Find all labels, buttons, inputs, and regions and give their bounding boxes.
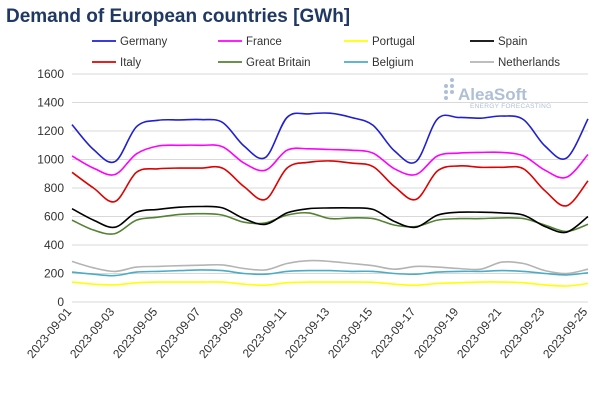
legend-label-france: France [246, 36, 282, 48]
y-tick-label: 200 [44, 267, 64, 281]
series-line-great-britain [71, 211, 589, 235]
legend: Germany France Portugal Spain Italy Great Bri… [92, 36, 560, 69]
legend-label-portugal: Portugal [372, 36, 415, 48]
x-axis-ticks: 2023-09-012023-09-032023-09-052023-09-07… [24, 305, 590, 361]
series-line-italy [71, 160, 589, 207]
chart-title: Demand of European countries [GWh] [6, 6, 350, 27]
series-lines [71, 112, 589, 287]
x-tick-label: 2023-09-25 [540, 305, 590, 361]
legend-label-germany: Germany [120, 36, 168, 48]
logo-dots-icon [444, 78, 454, 100]
aleasoft-logo: AleaSoft ENERGY FORECASTING [444, 78, 552, 110]
series-line-belgium [71, 269, 589, 277]
y-tick-label: 1200 [37, 124, 64, 138]
y-tick-label: 800 [44, 181, 64, 195]
legend-label-netherlands: Netherlands [498, 57, 560, 69]
series-line-france [71, 144, 589, 179]
series-line-spain [71, 205, 589, 234]
legend-label-italy: Italy [120, 57, 141, 69]
y-tick-label: 400 [44, 238, 64, 252]
y-tick-label: 1000 [37, 153, 64, 167]
y-axis-ticks: 0 200 400 600 800 1000 1200 1400 1600 [37, 67, 64, 309]
x-tick-label: 2023-09-09 [196, 305, 246, 361]
series-line-portugal [71, 281, 589, 287]
legend-label-spain: Spain [498, 36, 527, 48]
legend-label-belgium: Belgium [372, 57, 414, 69]
y-tick-label: 600 [44, 210, 64, 224]
y-tick-label: 0 [57, 295, 64, 309]
logo-tagline: ENERGY FORECASTING [470, 103, 552, 110]
y-tick-label: 1400 [37, 96, 64, 110]
legend-label-great-britain: Great Britain [246, 57, 311, 69]
y-tick-label: 1600 [37, 67, 64, 81]
series-line-netherlands [71, 259, 589, 275]
series-line-germany [71, 112, 589, 164]
logo-name: AleaSoft [458, 85, 527, 104]
